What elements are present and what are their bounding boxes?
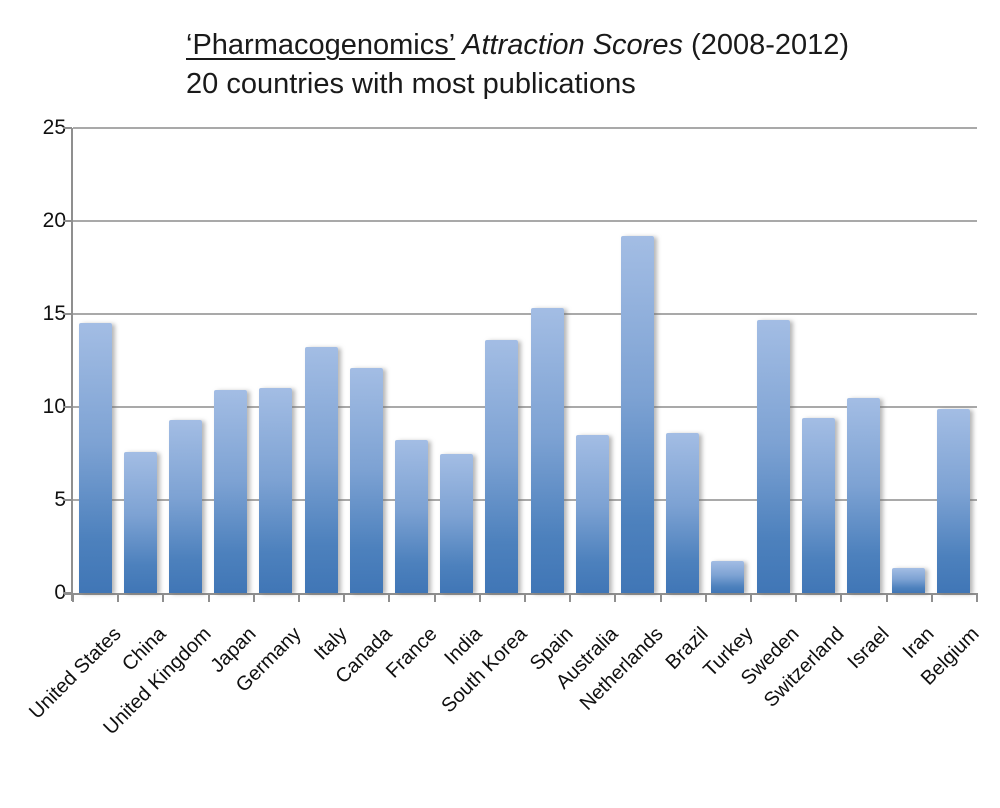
x-tick-mark-6	[343, 593, 346, 602]
chart-title-block: ‘Pharmacogenomics’ Attraction Scores (20…	[186, 26, 849, 104]
bar-belgium	[937, 408, 971, 593]
title-plain-part: (2008-2012)	[691, 29, 850, 61]
bar-united-kingdom	[168, 420, 203, 593]
x-tick-mark-0	[72, 593, 74, 602]
bar-spain	[530, 308, 564, 593]
x-tick-mark-14	[704, 593, 707, 602]
gridline-5	[73, 499, 977, 501]
bar-brazil	[666, 433, 700, 593]
x-tick-mark-4	[252, 593, 255, 602]
y-axis-labels: 0 5 10 15 20 25	[28, 117, 66, 604]
bar-sweden	[756, 319, 790, 593]
bar-australia	[575, 434, 609, 593]
bar-iran	[892, 567, 926, 593]
x-tick-mark-15	[750, 593, 752, 602]
x-tick-mark-2	[162, 593, 165, 602]
bar-united-states	[78, 323, 112, 593]
y-tick-mark-0	[63, 592, 72, 594]
bar-netherlands	[620, 235, 655, 593]
x-tick-mark-20	[976, 593, 978, 602]
y-tick-label-15: 15	[42, 302, 66, 325]
bar-france	[394, 440, 429, 593]
y-tick-label-20: 20	[42, 209, 66, 232]
x-tick-mark-9	[478, 593, 481, 602]
x-tick-mark-19	[930, 593, 933, 602]
x-tick-mark-5	[298, 593, 300, 602]
title-italic-part: Attraction Scores	[455, 29, 692, 61]
y-tick-label-5: 5	[54, 488, 66, 511]
bar-germany	[259, 388, 293, 593]
plot-area: United States China United Kingdom Japan Ger…	[25, 127, 984, 739]
x-tick-mark-7	[388, 593, 391, 602]
bar-switzerland	[801, 418, 835, 593]
x-tick-mark-16	[795, 593, 798, 602]
bar-china	[123, 451, 157, 593]
y-tick-mark-20	[63, 220, 72, 222]
y-tick-mark-5	[63, 499, 72, 501]
chart-subtitle: 20 countries with most publications	[186, 68, 636, 100]
bar-south-korea	[485, 340, 519, 593]
x-tick-mark-17	[840, 593, 843, 602]
gridline-10	[73, 406, 977, 408]
x-tick-mark-10	[524, 593, 526, 602]
gridline-25	[73, 127, 977, 129]
x-tick-mark-3	[207, 593, 210, 602]
bar-italy	[304, 347, 338, 593]
x-tick-mark-8	[433, 593, 436, 602]
bar-india	[440, 453, 474, 593]
x-tick-mark-1	[117, 593, 120, 602]
x-tick-mark-12	[614, 593, 617, 602]
x-axis-line	[64, 593, 977, 595]
bar-israel	[846, 397, 881, 593]
title-quoted-part: ‘Pharmacogenomics’	[186, 29, 456, 61]
y-tick-label-25: 25	[42, 116, 66, 139]
chart-title: ‘Pharmacogenomics’ Attraction Scores (20…	[186, 26, 849, 65]
y-tick-mark-15	[63, 313, 72, 315]
y-tick-mark-10	[63, 406, 72, 408]
bar-turkey	[711, 561, 745, 593]
y-tick-mark-25	[63, 127, 72, 129]
gridline-15	[73, 313, 977, 315]
gridline-20	[73, 220, 977, 222]
bar-canada	[349, 367, 383, 593]
y-tick-label-0: 0	[54, 581, 66, 604]
bar-japan	[214, 390, 248, 593]
y-axis-line	[71, 128, 73, 601]
x-tick-mark-18	[885, 593, 888, 602]
x-tick-mark-11	[569, 593, 572, 602]
x-tick-mark-13	[659, 593, 662, 602]
y-tick-label-10: 10	[42, 395, 66, 418]
